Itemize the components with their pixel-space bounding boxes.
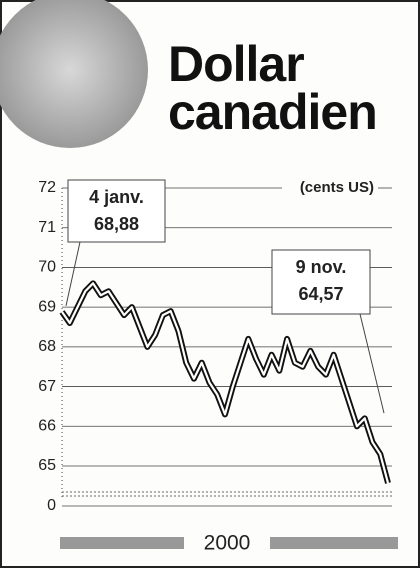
y-tick-label: 70 [38, 259, 56, 276]
x-bar [270, 537, 398, 549]
annotation-value: 68,88 [94, 214, 139, 234]
unit-label: (cents US) [300, 179, 374, 196]
annotation-value: 64,57 [298, 284, 343, 304]
y-tick-label: 67 [38, 378, 56, 395]
x-bar [60, 537, 184, 549]
coin [0, 0, 148, 148]
annotation-box [271, 249, 371, 315]
annotation-pointer [65, 241, 81, 307]
y-tick-label: 0 [47, 497, 56, 514]
line-highlight [61, 282, 390, 484]
y-tick-label: 68 [38, 338, 56, 355]
annotation-pointer [359, 313, 385, 414]
annotation-box [67, 179, 166, 243]
annotation-date: 4 janv. [89, 187, 144, 207]
y-tick-label: 66 [38, 418, 56, 435]
y-tick-label: 72 [38, 179, 56, 196]
x-label: 2000 [204, 532, 251, 555]
chart-title: Dollar canadien [168, 36, 378, 140]
y-tick-label: 65 [38, 457, 56, 474]
y-tick-label: 71 [38, 219, 56, 236]
y-tick-label: 69 [38, 298, 56, 315]
annotation-date: 9 nov. [296, 257, 347, 277]
